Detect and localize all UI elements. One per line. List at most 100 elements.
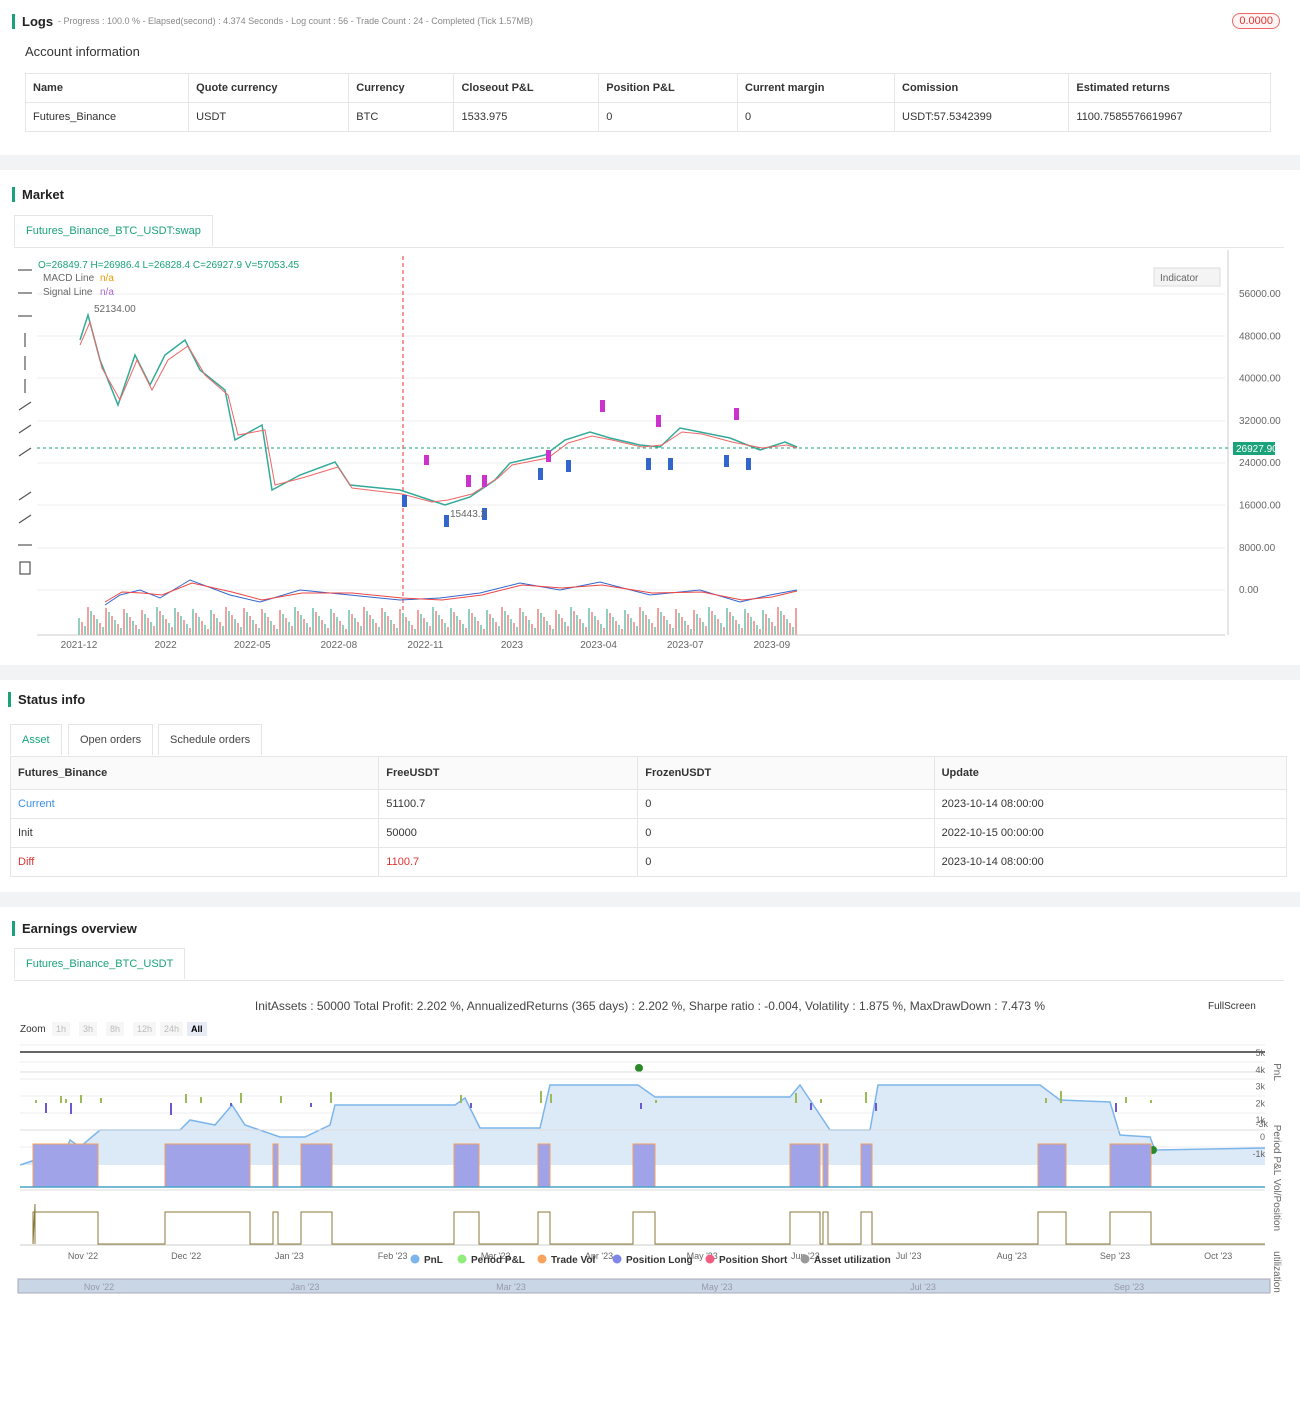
zoom-button[interactable]: All <box>187 1022 207 1036</box>
legend-swatch[interactable] <box>537 1254 547 1264</box>
pnl-line <box>19 1083 1266 1168</box>
legend-label[interactable]: Asset utilization <box>814 1255 891 1266</box>
fullscreen[interactable]: FullScreen <box>1208 1001 1256 1012</box>
legend-label[interactable]: PnL <box>424 1255 443 1266</box>
volume-bar <box>576 615 578 635</box>
volume-bar <box>546 621 548 635</box>
volume-bar <box>390 620 392 635</box>
zoom-button[interactable]: 24h <box>160 1022 184 1036</box>
x-tick-label: May '23 <box>687 1251 718 1261</box>
legend-swatch[interactable] <box>800 1254 810 1264</box>
period-bar <box>820 1099 822 1103</box>
y-tick-label: 0.00 <box>1239 585 1259 596</box>
volume-bar <box>570 607 572 635</box>
volume-bar <box>177 612 179 635</box>
volume-bar <box>591 612 593 635</box>
volume-bar <box>132 621 134 635</box>
period-bar <box>65 1099 67 1103</box>
volume-bar <box>471 613 473 635</box>
zoom-button[interactable]: 1h <box>52 1022 71 1036</box>
volume-bar <box>441 619 443 635</box>
legend-swatch[interactable] <box>410 1254 420 1264</box>
x-tick-label: 2023-09 <box>753 640 790 651</box>
axis-title: utilization <box>1271 1251 1282 1293</box>
volume-bar <box>762 610 764 635</box>
period-bar <box>45 1103 47 1113</box>
period-bar <box>640 1103 642 1109</box>
volume-bar <box>87 607 89 635</box>
indicator-button[interactable] <box>1153 267 1221 287</box>
price-series-red <box>79 320 798 503</box>
volume-bar <box>726 608 728 635</box>
volume-bar <box>309 627 311 635</box>
volume-bar <box>207 629 209 635</box>
volume-bar <box>180 616 182 635</box>
y-tick-label: -3k <box>1255 1119 1268 1129</box>
legend-swatch[interactable] <box>457 1254 467 1264</box>
zoom-button[interactable]: 3h <box>79 1022 98 1036</box>
legend-label[interactable]: Period P&L <box>471 1255 525 1266</box>
volume-bar <box>765 614 767 635</box>
toolbar <box>18 269 32 575</box>
volume-bar <box>384 612 386 635</box>
header-cell: Futures_Binance <box>9 756 380 790</box>
volume-bar <box>111 616 113 635</box>
period-bar <box>1045 1098 1047 1103</box>
volume-bar <box>252 620 254 635</box>
volume-bar <box>438 615 440 635</box>
logs-panel: Logs - Progress : 100.0 % - Elapsed(seco… <box>0 0 1300 155</box>
tab[interactable]: Schedule orders <box>158 724 263 755</box>
max-point <box>635 1064 643 1072</box>
y-tick-label: 2k <box>1255 1098 1265 1108</box>
volume-bar <box>204 625 206 635</box>
tab[interactable]: Asset <box>10 724 62 755</box>
legend-swatch[interactable] <box>705 1254 715 1264</box>
last-price-box <box>1233 442 1275 455</box>
legend-label[interactable]: Position Long <box>626 1255 693 1266</box>
row: Futures_Binance USDT BTC 1533.975 0 0 USDT:57.… <box>24 102 1271 132</box>
zoom-button[interactable]: 12h <box>133 1022 157 1036</box>
volume-bar <box>105 608 107 635</box>
x-tick-label: 2023 <box>501 640 524 651</box>
period-bar <box>100 1098 102 1103</box>
volume-bar <box>675 609 677 635</box>
volume-bar <box>663 616 665 635</box>
volume-bar <box>306 623 308 635</box>
volume-bar <box>549 625 551 635</box>
trade-markers <box>424 400 739 487</box>
volume <box>78 607 797 635</box>
row: Diff 1100.7 0 2023-10-14 08:00:00 <box>9 847 1288 877</box>
volume-bar <box>498 626 500 635</box>
earnings-tab[interactable]: Futures_Binance_BTC_USDT <box>14 948 186 979</box>
period-bar <box>240 1093 242 1103</box>
volume-bar <box>276 629 278 635</box>
volume-bar <box>402 613 404 635</box>
volume-bar <box>141 610 143 635</box>
volume-bar <box>258 628 260 635</box>
volume-bar <box>633 622 635 635</box>
zoom-label: Zoom <box>20 1024 46 1035</box>
volume-bar <box>231 615 233 635</box>
navigator[interactable] <box>17 1278 1271 1294</box>
legend-label[interactable]: Trade Vol <box>551 1255 595 1266</box>
cell: 2023-10-14 08:00:00 <box>933 789 1288 819</box>
header-cell: Estimated returns <box>1068 73 1271 103</box>
volume-bar <box>600 624 602 635</box>
volume-bar <box>135 625 137 635</box>
volume-bar <box>612 617 614 635</box>
market-tab[interactable]: Futures_Binance_BTC_USDT:swap <box>14 215 213 246</box>
position-block <box>164 1143 251 1188</box>
volume-bar <box>297 611 299 635</box>
legend-label[interactable]: Position Short <box>719 1255 788 1266</box>
cell: 0 <box>637 818 935 848</box>
volume-bar <box>186 624 188 635</box>
zoom-button[interactable]: 8h <box>106 1022 125 1036</box>
volume-bar <box>525 616 527 635</box>
volume-bar <box>540 613 542 635</box>
tab[interactable]: Open orders <box>68 724 154 755</box>
header-cell: Update <box>933 756 1288 790</box>
legend-swatch[interactable] <box>612 1254 622 1264</box>
volume-bar <box>615 621 617 635</box>
volume-bar <box>249 616 251 635</box>
volume-bar <box>228 611 230 635</box>
